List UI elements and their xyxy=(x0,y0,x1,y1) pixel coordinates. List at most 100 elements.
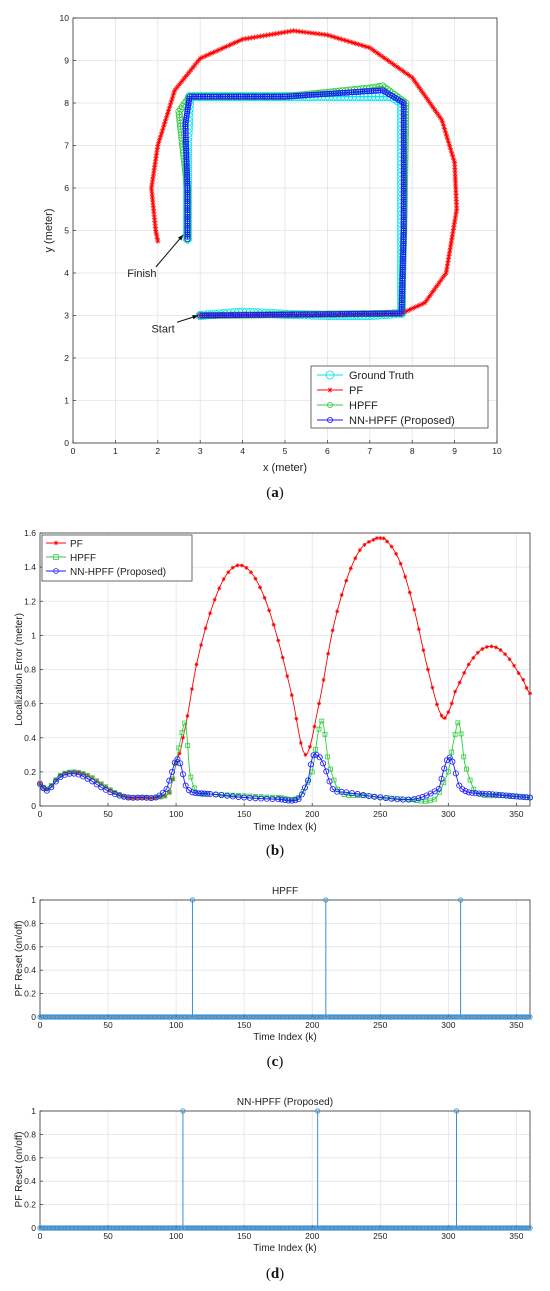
chart-a-point-3 xyxy=(400,187,407,194)
chart-a-point-1 xyxy=(347,39,353,45)
chart-a-point-1 xyxy=(387,59,393,65)
chart-b-point-1 xyxy=(179,730,185,736)
chart-a-point-3 xyxy=(330,311,337,318)
chart-b-point-2 xyxy=(527,794,534,801)
chart-b-point-0 xyxy=(307,744,312,749)
chart-a-point-3 xyxy=(184,180,191,187)
chart-a-point-1 xyxy=(446,253,452,259)
chart-a-point-1 xyxy=(205,52,211,58)
chart-b-tick-label-y: 0.4 xyxy=(24,733,36,743)
chart-a-point-1 xyxy=(453,189,459,195)
chart-a-point-3 xyxy=(304,311,311,318)
chart-a-point-3 xyxy=(377,87,384,94)
chart-a-point-3 xyxy=(400,181,407,188)
chart-a-point-3 xyxy=(400,143,407,150)
chart-c-tick-label-x: 200 xyxy=(305,1020,319,1030)
chart-a-point-3 xyxy=(183,114,190,121)
chart-a-point-3 xyxy=(399,286,406,293)
chart-a-point-3 xyxy=(399,268,406,275)
chart-b-point-0 xyxy=(267,608,272,613)
chart-a-point-1 xyxy=(151,209,157,215)
chart-a-point-3 xyxy=(400,141,407,148)
chart-a-point-3 xyxy=(264,93,271,100)
chart-a-point-1 xyxy=(266,32,273,38)
chart-a-point-3 xyxy=(398,303,405,310)
chart-b-point-0 xyxy=(230,565,235,570)
chart-b-point-0 xyxy=(446,710,451,715)
chart-a-point-1 xyxy=(449,235,455,241)
chart-a-point-3 xyxy=(184,220,191,227)
chart-b-point-0 xyxy=(294,716,299,721)
chart-a-point-3 xyxy=(234,312,241,319)
chart-b-point-2 xyxy=(278,796,285,803)
chart-a-point-1 xyxy=(162,119,168,125)
chart-a-point-3 xyxy=(399,277,406,284)
chart-b-point-2 xyxy=(307,761,314,768)
chart-a-point-3 xyxy=(182,121,189,128)
chart-a-point-1 xyxy=(442,128,448,134)
chart-b-point-0 xyxy=(289,693,294,698)
chart-a-point-3 xyxy=(212,312,219,319)
chart-a-point-1 xyxy=(447,145,453,151)
chart-c-tick-label-x: 100 xyxy=(169,1020,183,1030)
chart-a-point-1 xyxy=(290,28,297,34)
chart-a-point-3 xyxy=(286,311,293,318)
chart-a-point-3 xyxy=(315,91,322,98)
chart-a-point-3 xyxy=(183,156,190,163)
chart-a-point-3 xyxy=(269,311,276,318)
chart-a-point-1 xyxy=(163,116,169,122)
chart-a-point-3 xyxy=(399,292,406,299)
chart-b-point-1 xyxy=(449,749,455,755)
chart-a-point-1 xyxy=(148,185,155,191)
chart-a-point-1 xyxy=(444,267,450,273)
chart-c-tick-label-x: 150 xyxy=(237,1020,251,1030)
chart-a-point-3 xyxy=(359,310,366,317)
chart-a-point-1 xyxy=(446,250,453,256)
chart-d-tick-label-y: 0.6 xyxy=(24,1153,36,1163)
chart-b-point-0 xyxy=(528,691,532,696)
chart-a-point-3 xyxy=(400,161,407,168)
chart-a-point-3 xyxy=(184,211,191,218)
chart-c-tick-label-y: 1 xyxy=(31,895,36,905)
chart-a-point-3 xyxy=(224,93,231,100)
chart-a-point-3 xyxy=(337,90,344,97)
chart-a-point-2 xyxy=(176,113,184,121)
chart-a-point-1 xyxy=(451,157,457,163)
chart-a-tick-label-y: 0 xyxy=(64,438,69,448)
chart-a-point-3 xyxy=(399,288,406,295)
chart-b-point-1 xyxy=(322,731,328,737)
chart-c-stem-marker xyxy=(527,1014,533,1020)
chart-a-point-3 xyxy=(400,106,407,113)
chart-b-point-0 xyxy=(239,563,244,568)
chart-c-tick-label-y: 0 xyxy=(31,1012,36,1022)
chart-a-point-3 xyxy=(243,312,250,319)
chart-b-point-2 xyxy=(411,796,418,803)
chart-a-point-3 xyxy=(184,196,191,203)
caption-a: (a) xyxy=(266,485,284,501)
chart-b-point-2 xyxy=(71,770,78,777)
chart-b-point-1 xyxy=(441,780,447,786)
chart-a-point-3 xyxy=(400,251,407,258)
chart-a-point-3 xyxy=(398,310,405,317)
chart-a-point-3 xyxy=(398,306,405,313)
chart-a-point-3 xyxy=(399,284,406,291)
chart-a-point-3 xyxy=(186,93,193,100)
chart-a-point-1 xyxy=(449,151,455,157)
chart-a-point-3 xyxy=(299,92,306,99)
chart-a-point-3 xyxy=(228,93,235,100)
chart-a-point-3 xyxy=(363,310,370,317)
chart-b-point-0 xyxy=(371,537,376,542)
chart-b-point-2 xyxy=(229,793,236,800)
chart-b-point-2 xyxy=(343,789,350,796)
chart-a-point-3 xyxy=(184,178,191,185)
chart-a-point-1 xyxy=(149,179,155,185)
chart-b-point-2 xyxy=(163,785,170,792)
chart-a-point-3 xyxy=(400,201,407,208)
chart-a-point-1 xyxy=(427,99,433,106)
chart-a-point-3 xyxy=(183,112,190,119)
chart-a-point-3 xyxy=(184,176,191,183)
chart-a-point-3 xyxy=(219,93,226,100)
chart-a-point-2 xyxy=(177,128,185,136)
chart-a-point-3 xyxy=(317,91,324,98)
chart-a-point-1 xyxy=(303,312,309,319)
